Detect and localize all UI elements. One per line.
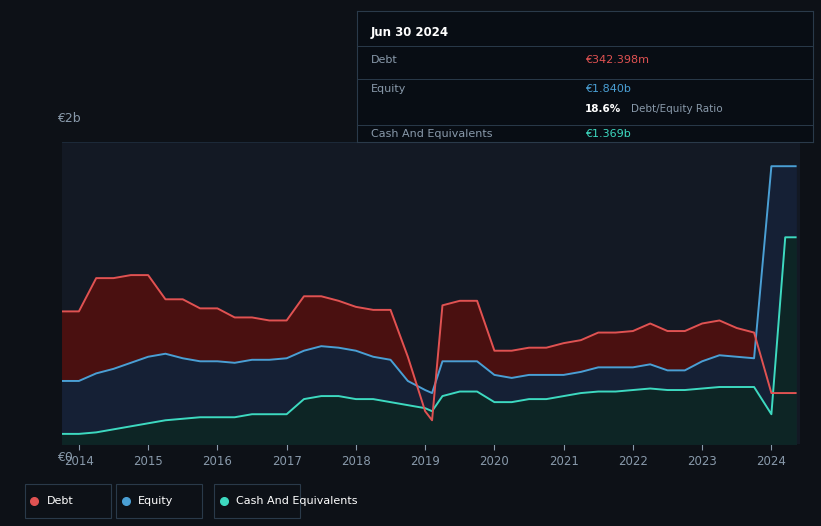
Text: €2b: €2b [57,112,81,125]
Text: Equity: Equity [138,496,173,506]
Text: Equity: Equity [371,84,406,95]
Text: €1.840b: €1.840b [585,84,631,95]
FancyBboxPatch shape [214,484,300,518]
Text: Debt: Debt [371,55,397,66]
Text: Cash And Equivalents: Cash And Equivalents [236,496,358,506]
FancyBboxPatch shape [116,484,202,518]
Text: Debt/Equity Ratio: Debt/Equity Ratio [631,104,722,114]
Text: Jun 30 2024: Jun 30 2024 [371,26,449,39]
Text: €1.369b: €1.369b [585,129,631,139]
Text: 18.6%: 18.6% [585,104,621,114]
Text: €0: €0 [57,451,73,464]
FancyBboxPatch shape [25,484,111,518]
Text: €342.398m: €342.398m [585,55,649,66]
Text: Cash And Equivalents: Cash And Equivalents [371,129,493,139]
Text: Debt: Debt [47,496,74,506]
